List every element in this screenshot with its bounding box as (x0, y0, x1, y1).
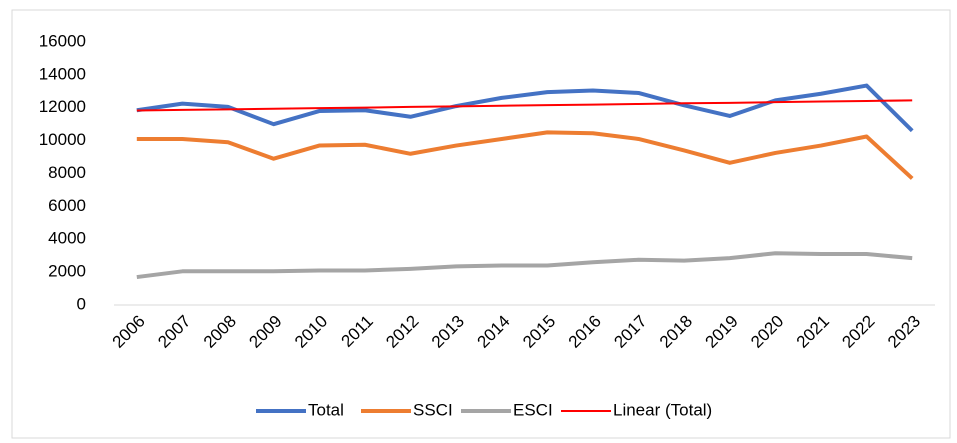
series-line (136, 251, 913, 280)
y-tick-label: 10000 (39, 130, 86, 149)
series-line (136, 130, 914, 180)
chart-border (11, 9, 951, 439)
legend-label: ESCI (513, 400, 553, 419)
y-tick-label: 12000 (39, 97, 86, 116)
y-tick-label: 2000 (48, 262, 86, 281)
legend-label: Total (308, 400, 344, 419)
series-line (136, 99, 913, 112)
series-line (136, 83, 914, 133)
y-tick-label: 6000 (48, 196, 86, 215)
legend-label: SSCI (413, 400, 453, 419)
y-tick-label: 14000 (39, 64, 86, 83)
y-tick-label: 0 (77, 294, 86, 313)
legend-label: Linear (Total) (613, 400, 712, 419)
y-tick-label: 16000 (39, 31, 86, 50)
y-tick-label: 8000 (48, 163, 86, 182)
y-tick-label: 4000 (48, 229, 86, 248)
